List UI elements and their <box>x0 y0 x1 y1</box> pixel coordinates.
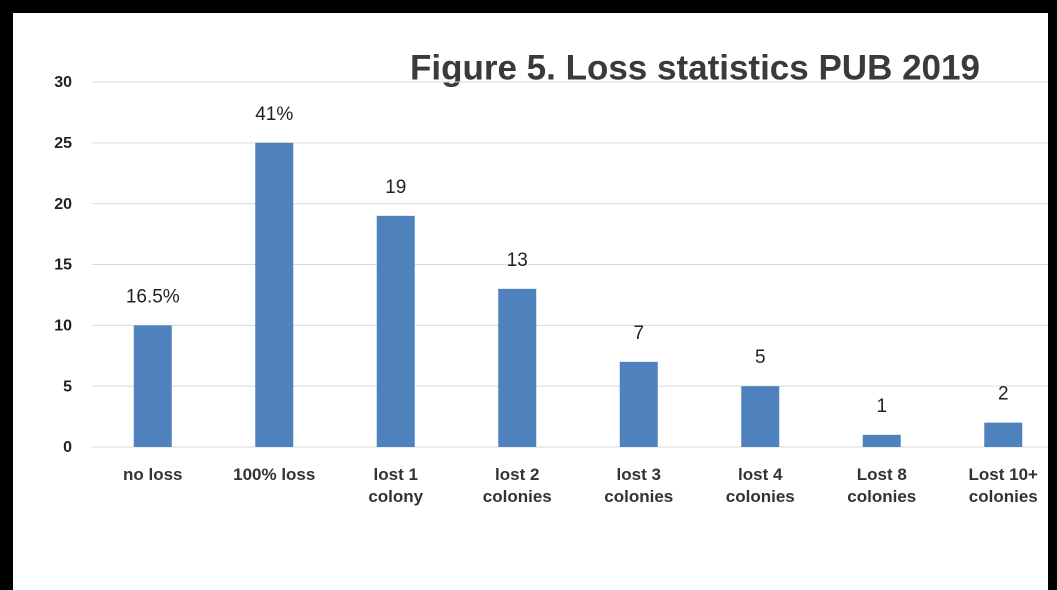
bar <box>133 325 172 447</box>
value-label: 19 <box>385 177 406 198</box>
bar <box>862 434 901 447</box>
value-label: 13 <box>507 250 528 271</box>
x-tick-label: lost 1 colony <box>368 465 424 506</box>
value-label: 2 <box>998 384 1009 405</box>
x-tick-label: lost 4 colonies <box>725 465 795 506</box>
x-tick-label: no loss <box>122 465 183 484</box>
value-label: 41% <box>255 104 293 125</box>
x-tick-label: 100% loss <box>233 465 316 484</box>
x-tick-label: lost 2 colonies <box>482 465 552 506</box>
x-tick-label: Lost 10+ colonies <box>968 465 1038 506</box>
y-tick-label: 25 <box>54 135 72 152</box>
y-tick-label: 0 <box>63 439 72 456</box>
bar <box>255 142 294 448</box>
y-tick-label: 20 <box>54 196 72 213</box>
chart-title: Figure 5. Loss statistics PUB 2019 <box>410 48 980 87</box>
bar <box>376 215 415 447</box>
x-tick-label: Lost 8 colonies <box>847 465 917 506</box>
x-tick-label: lost 3 colonies <box>604 465 674 506</box>
value-label: 7 <box>633 323 644 344</box>
y-tick-label: 30 <box>54 74 72 91</box>
bar <box>619 361 658 447</box>
value-label: 1 <box>876 396 887 417</box>
y-tick-label: 10 <box>54 318 72 335</box>
bar <box>498 288 537 447</box>
y-tick-label: 5 <box>63 378 72 395</box>
value-label: 5 <box>755 347 766 368</box>
y-tick-label: 15 <box>54 257 72 274</box>
bar <box>741 386 780 447</box>
value-label: 16.5% <box>126 286 180 307</box>
bar <box>984 422 1023 447</box>
